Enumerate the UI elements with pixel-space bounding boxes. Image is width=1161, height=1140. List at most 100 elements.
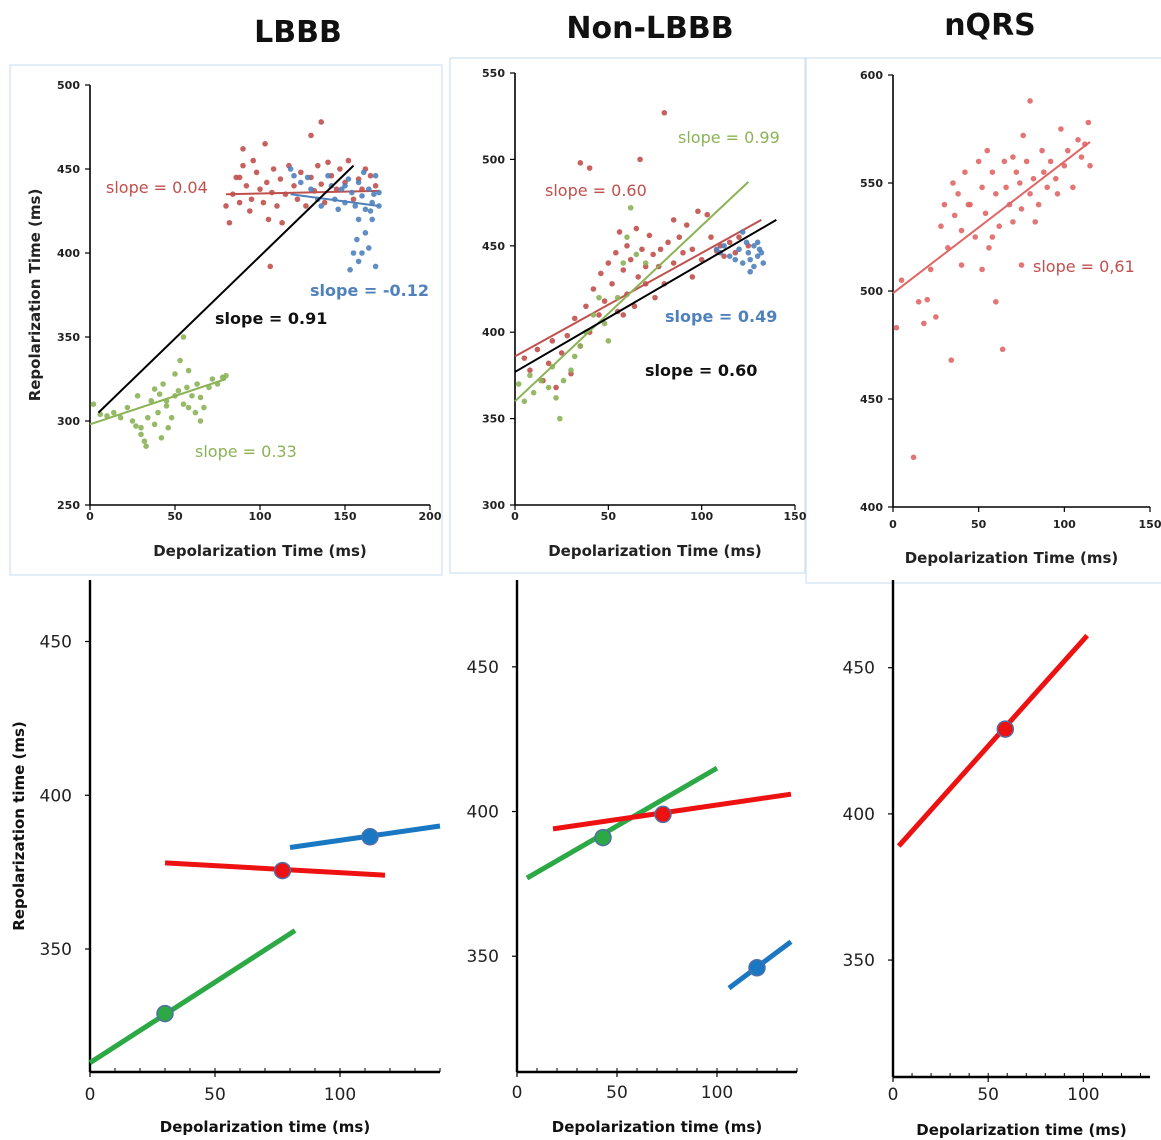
data-point bbox=[924, 296, 931, 303]
data-point bbox=[527, 372, 533, 379]
data-point bbox=[751, 243, 757, 249]
data-point bbox=[938, 223, 944, 229]
x-tick-label: 150 bbox=[784, 510, 807, 523]
data-point bbox=[250, 157, 256, 164]
data-point bbox=[986, 245, 992, 251]
data-point bbox=[262, 141, 268, 147]
y-tick-label: 400 bbox=[843, 805, 875, 825]
data-point bbox=[915, 299, 922, 305]
data-point bbox=[350, 250, 357, 256]
data-point bbox=[941, 201, 948, 208]
data-point bbox=[247, 208, 253, 214]
data-point bbox=[984, 147, 991, 154]
slope-annotation: slope = 0.49 bbox=[665, 307, 777, 326]
data-point bbox=[338, 186, 345, 192]
data-point bbox=[933, 314, 939, 320]
data-point bbox=[321, 199, 328, 206]
y-tick-label: 350 bbox=[40, 940, 72, 960]
x-axis-label: Depolarization time (ms) bbox=[552, 1118, 762, 1136]
column-title-non-lbbb: Non-LBBB bbox=[566, 11, 733, 46]
y-tick-label: 500 bbox=[860, 285, 883, 298]
data-point bbox=[180, 401, 187, 408]
data-point bbox=[642, 260, 649, 266]
data-point bbox=[624, 234, 630, 240]
data-point bbox=[359, 193, 365, 199]
data-point bbox=[1085, 119, 1092, 126]
x-tick-label: 0 bbox=[888, 1085, 899, 1105]
fit-line bbox=[225, 189, 380, 196]
column-title-nqrs: nQRS bbox=[944, 8, 1036, 43]
data-point bbox=[586, 165, 593, 171]
data-point bbox=[698, 256, 705, 263]
data-point bbox=[577, 343, 584, 349]
data-point bbox=[1023, 158, 1030, 165]
data-point bbox=[138, 424, 144, 431]
fit-line bbox=[514, 181, 750, 403]
data-point bbox=[192, 409, 199, 416]
y-axis-label: Repolarization Time (ms) bbox=[26, 189, 44, 402]
data-point bbox=[180, 334, 187, 340]
data-point bbox=[927, 266, 934, 273]
data-point bbox=[260, 199, 267, 206]
x-tick-label: 100 bbox=[701, 1083, 733, 1103]
y-tick-label: 500 bbox=[482, 153, 505, 166]
data-point bbox=[194, 381, 200, 387]
data-point bbox=[151, 421, 158, 428]
data-point bbox=[670, 217, 677, 223]
fit-line bbox=[892, 141, 1091, 294]
data-point bbox=[633, 225, 640, 232]
data-point bbox=[367, 208, 374, 214]
data-point bbox=[1016, 180, 1023, 186]
mean-marker bbox=[654, 805, 672, 824]
y-tick-label: 400 bbox=[860, 501, 883, 514]
data-point bbox=[359, 250, 365, 256]
data-point bbox=[553, 384, 559, 391]
x-tick-label: 50 bbox=[606, 1083, 628, 1103]
data-point bbox=[1075, 137, 1081, 143]
data-point bbox=[243, 183, 250, 189]
data-point bbox=[1054, 191, 1061, 197]
data-point bbox=[248, 196, 255, 203]
data-point bbox=[304, 174, 311, 181]
data-point bbox=[577, 160, 584, 166]
data-point bbox=[950, 180, 956, 186]
data-point bbox=[1013, 169, 1020, 175]
data-point bbox=[760, 260, 767, 266]
data-point bbox=[240, 162, 246, 169]
data-point bbox=[979, 266, 985, 273]
x-tick-label: 50 bbox=[167, 510, 183, 523]
y-tick-label: 300 bbox=[482, 499, 505, 512]
data-point bbox=[1010, 154, 1016, 160]
x-tick-label: 100 bbox=[690, 510, 713, 523]
data-point bbox=[1020, 132, 1027, 139]
data-point bbox=[366, 186, 372, 192]
data-point bbox=[695, 208, 701, 215]
x-tick-label: 100 bbox=[324, 1085, 356, 1105]
data-point bbox=[1027, 98, 1033, 104]
data-point bbox=[951, 212, 958, 219]
data-point bbox=[613, 249, 619, 256]
y-tick-label: 350 bbox=[57, 331, 80, 344]
data-point bbox=[661, 109, 668, 116]
data-point bbox=[739, 260, 746, 266]
regression-line bbox=[88, 928, 297, 1065]
data-point bbox=[355, 258, 362, 265]
data-point bbox=[1030, 175, 1037, 182]
data-point bbox=[620, 260, 627, 266]
x-tick-label: 50 bbox=[977, 1085, 999, 1105]
data-point bbox=[754, 253, 761, 259]
data-point bbox=[158, 435, 165, 441]
data-point bbox=[360, 169, 367, 176]
x-tick-label: 0 bbox=[511, 510, 519, 523]
data-point bbox=[376, 189, 382, 196]
scatter-panel-nqrs: 400 450 500 550 600 0 50 100 150 Depolarization T… bbox=[860, 69, 1161, 567]
data-point bbox=[177, 357, 183, 364]
data-point bbox=[291, 183, 297, 189]
data-point bbox=[355, 179, 362, 186]
data-point bbox=[590, 286, 597, 292]
scatter-panel-non-lbbb: 300 350 400 450 500 550 0 50 100 150 Depolarizatio… bbox=[482, 67, 807, 560]
data-point bbox=[345, 176, 352, 182]
data-point bbox=[287, 166, 294, 172]
data-point bbox=[175, 387, 182, 394]
data-point bbox=[596, 312, 602, 318]
